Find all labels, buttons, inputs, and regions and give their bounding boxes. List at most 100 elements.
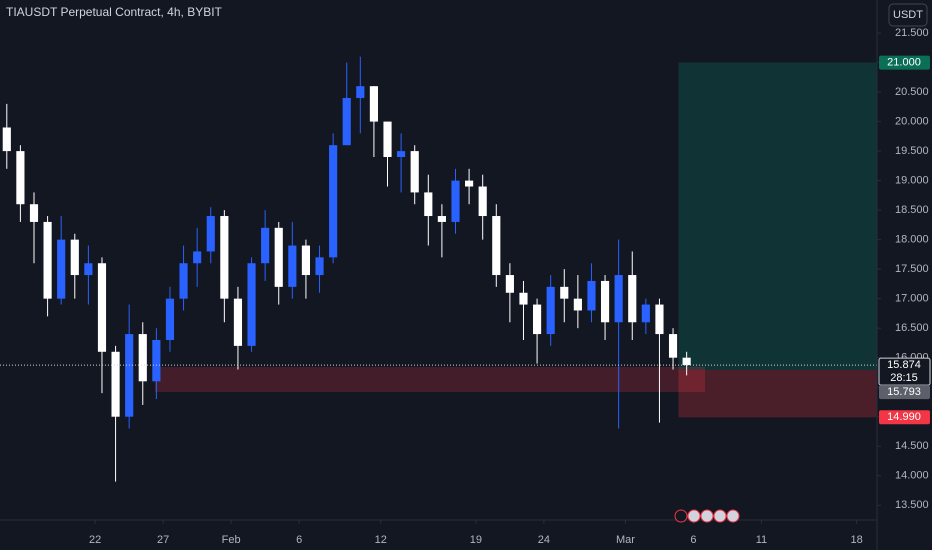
- x-tick-label: 6: [296, 534, 302, 546]
- y-tick-label: 18.000: [895, 234, 929, 246]
- candle-body: [111, 351, 120, 417]
- candle-body: [288, 245, 297, 287]
- entry-label-box: [879, 385, 930, 400]
- candle-body: [29, 204, 39, 222]
- event-icon: [726, 509, 740, 523]
- candle-body: [383, 121, 392, 158]
- target-zone: [678, 62, 877, 370]
- candle-body: [315, 257, 324, 276]
- y-tick-label: 20.500: [895, 86, 929, 98]
- candle-body: [437, 216, 446, 222]
- candle-body: [43, 221, 52, 299]
- event-icon: [713, 509, 727, 523]
- candle-body: [628, 275, 637, 323]
- price-axis: 13.50014.00014.50015.00015.50016.00016.5…: [877, 27, 931, 511]
- candle-body: [342, 97, 351, 146]
- x-tick-label: 27: [157, 534, 169, 546]
- target-label-box: [879, 55, 930, 70]
- candle-body: [16, 151, 25, 205]
- y-tick-label: 13.500: [895, 499, 929, 511]
- x-tick-label: Feb: [222, 534, 241, 546]
- x-tick-label: 18: [850, 534, 862, 546]
- stop-label-box: [879, 410, 930, 425]
- candle-body: [301, 245, 311, 276]
- x-tick-label: 19: [470, 534, 482, 546]
- x-tick-label: 24: [538, 534, 550, 546]
- entry-label: 15.793: [887, 386, 921, 398]
- candle-body: [587, 280, 596, 311]
- x-tick-label: 22: [89, 534, 101, 546]
- stop-label: 14.990: [887, 411, 921, 423]
- candle-body: [70, 239, 79, 276]
- y-tick-label: 19.500: [895, 145, 929, 157]
- x-tick-label: Mar: [616, 534, 635, 546]
- candle-body: [152, 339, 161, 382]
- event-icon: [700, 509, 714, 523]
- currency[interactable]: USDT: [893, 9, 923, 21]
- candle-body: [138, 334, 147, 382]
- y-tick-label: 17.000: [895, 293, 929, 305]
- candle-body: [84, 263, 93, 276]
- x-tick-label: 11: [756, 534, 767, 546]
- candle-body: [560, 286, 569, 299]
- candle-body: [397, 151, 406, 158]
- chart-title: TIAUSDT Perpetual Contract, 4h, BYBIT: [6, 5, 223, 19]
- candle-body: [424, 192, 433, 217]
- events: [674, 509, 740, 523]
- candle-body: [57, 239, 66, 299]
- candle-body: [478, 186, 487, 217]
- candle-body: [641, 304, 650, 323]
- candle-body: [519, 292, 528, 305]
- candle-body: [505, 275, 514, 293]
- candle-body: [274, 227, 283, 287]
- candle-body: [206, 216, 215, 252]
- candle-body: [465, 180, 474, 187]
- x-tick-label: 6: [690, 534, 696, 546]
- candle-body: [668, 334, 678, 358]
- y-tick-label: 14.500: [895, 440, 929, 452]
- candle-body: [247, 263, 256, 346]
- candle-body: [220, 216, 229, 299]
- candle-body: [682, 357, 691, 366]
- target-label: 21.000: [887, 56, 921, 68]
- countdown: 28:15: [890, 372, 918, 384]
- y-tick-label: 21.500: [895, 27, 929, 39]
- y-tick-label: 17.500: [895, 263, 929, 275]
- event-icon: [674, 509, 688, 523]
- zone: [155, 367, 705, 392]
- candle-body: [600, 280, 610, 323]
- y-tick-label: 20.000: [895, 115, 929, 127]
- candle-body: [410, 151, 419, 193]
- x-tick-label: 12: [375, 534, 387, 546]
- candle-body: [165, 298, 175, 340]
- candle-body: [179, 263, 188, 299]
- candle-body: [329, 145, 338, 258]
- candles: [0, 56, 877, 482]
- currency-button[interactable]: [888, 3, 928, 27]
- stop-zone: [678, 369, 877, 418]
- candle-body: [2, 127, 11, 152]
- plot: [94, 62, 877, 524]
- candle-body: [492, 216, 501, 276]
- last-price: 15.874: [887, 359, 921, 371]
- y-tick-label: 14.000: [895, 470, 929, 482]
- candle-body: [614, 275, 623, 323]
- candle-body: [451, 180, 460, 222]
- candle-body: [97, 263, 107, 352]
- event-icon: [687, 509, 701, 523]
- y-tick-label: 16.500: [895, 322, 929, 334]
- candle-body: [125, 334, 134, 417]
- candle-body: [655, 304, 664, 335]
- candle-body: [356, 86, 365, 98]
- candle-body: [193, 251, 202, 264]
- candle-body: [573, 298, 582, 311]
- candle-body: [546, 286, 555, 335]
- candle-body: [233, 298, 243, 346]
- y-tick-label: 19.000: [895, 175, 929, 187]
- candle-body: [261, 227, 270, 264]
- candle-body: [369, 86, 378, 122]
- y-tick-label: 18.500: [895, 204, 929, 216]
